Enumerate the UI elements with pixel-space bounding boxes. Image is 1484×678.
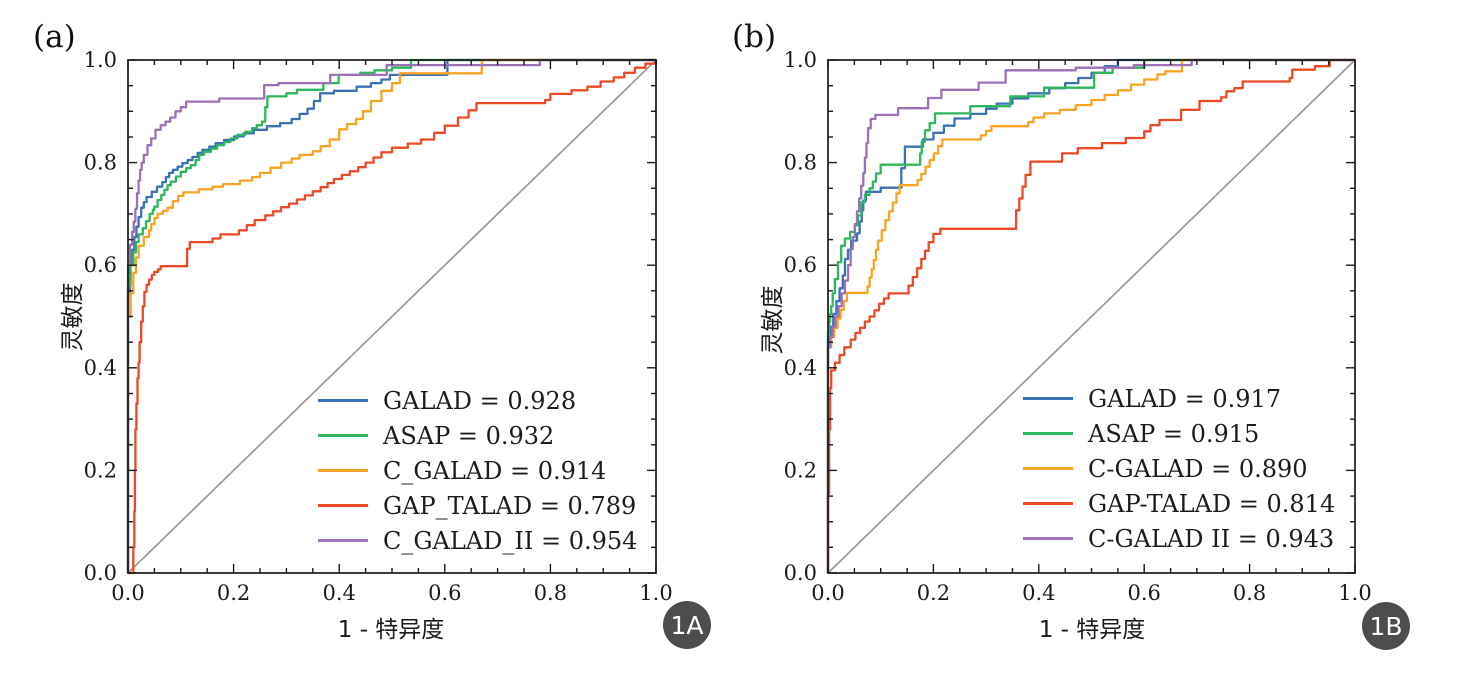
legend-label: GAP-TALAD = 0.814: [1088, 489, 1336, 518]
roc-curve-gap_talad: [128, 60, 658, 575]
legend-label: GALAD = 0.917: [1088, 384, 1282, 413]
diagonal-reference-line: [827, 59, 1356, 574]
panel-b-x-axis-label: 1 - 特异度: [1038, 617, 1146, 643]
figure-badge-1a: 1A: [663, 601, 711, 649]
legend-item: C_GALAD = 0.914: [318, 453, 637, 488]
roc-curve-c_galad: [126, 58, 656, 573]
legend-item: GAP_TALAD = 0.789: [318, 488, 637, 523]
x-tick-label: 0.2: [217, 581, 250, 605]
y-tick-label: 0.0: [84, 561, 117, 585]
panel-b-y-axis-label: 灵敏度: [760, 285, 786, 355]
x-tick-label: 0.0: [811, 581, 844, 605]
legend-line-swatch: [318, 469, 368, 472]
roc-curve-asap: [126, 58, 656, 573]
diagonal-reference-line: [127, 59, 657, 574]
legend-item: C-GALAD = 0.890: [1023, 451, 1335, 486]
legend-item: ASAP = 0.932: [318, 418, 637, 453]
legend-item: C-GALAD II = 0.943: [1023, 521, 1335, 556]
legend-item: GALAD = 0.928: [318, 383, 637, 418]
x-tick-label: 0.6: [1127, 581, 1160, 605]
y-tick-label: 0.4: [84, 356, 117, 380]
legend-item: GAP-TALAD = 0.814: [1023, 486, 1335, 521]
legend-label: ASAP = 0.915: [1088, 419, 1260, 448]
panel-a-x-axis-label: 1 - 特异度: [337, 617, 445, 643]
x-tick-label: 0.8: [534, 581, 567, 605]
panel-a-letter: (a): [33, 19, 76, 55]
roc-panel-a: 0.0 0.2 0.4 0.6 0.8 1.0 0.0 0.2 0.4 0.6 0.8 1.0: [84, 48, 673, 605]
x-tick-label: 0.8: [1233, 581, 1266, 605]
y-tick-label: 0.8: [84, 151, 117, 175]
legend-label: C-GALAD II = 0.943: [1088, 524, 1335, 553]
x-tick-label: 1.0: [639, 581, 672, 605]
legend-label: C_GALAD = 0.914: [383, 456, 607, 485]
x-tick-label: 0.4: [1022, 581, 1055, 605]
legend-line-swatch: [318, 434, 368, 437]
roc-curve-galad: [126, 58, 656, 573]
y-tick-label: 0.8: [784, 151, 817, 175]
legend-label: C_GALAD_II = 0.954: [383, 526, 638, 555]
legend-line-swatch: [1023, 397, 1073, 400]
panel-a-y-axis-label: 灵敏度: [60, 282, 86, 352]
x-tick-label: 0.6: [428, 581, 461, 605]
legend-item: ASAP = 0.915: [1023, 416, 1335, 451]
legend-line-swatch: [318, 539, 368, 542]
y-tick-label: 1.0: [84, 48, 117, 72]
legend-line-swatch: [1023, 502, 1073, 505]
y-tick-label: 0.2: [784, 458, 817, 482]
legend-panel-b: GALAD = 0.917 ASAP = 0.915 C-GALAD = 0.8…: [1023, 381, 1335, 556]
y-tick-label: 0.0: [784, 561, 817, 585]
y-tick-label: 1.0: [784, 48, 817, 72]
legend-line-swatch: [1023, 432, 1073, 435]
y-tick-label: 0.6: [84, 253, 117, 277]
roc-curve-gap-talad: [826, 58, 1355, 573]
legend-label: C-GALAD = 0.890: [1088, 454, 1308, 483]
roc-curve-c_galad_ii: [126, 58, 656, 573]
axis-ticks: [827, 59, 1356, 574]
legend-item: GALAD = 0.917: [1023, 381, 1335, 416]
x-tick-label: 0.4: [322, 581, 355, 605]
legend-label: ASAP = 0.932: [383, 421, 555, 450]
legend-label: GAP_TALAD = 0.789: [383, 491, 637, 520]
y-tick-label: 0.6: [784, 253, 817, 277]
legend-label: GALAD = 0.928: [383, 386, 577, 415]
roc-curve-c-galad-ii: [826, 58, 1355, 573]
legend-line-swatch: [318, 504, 368, 507]
x-tick-label: 0.0: [111, 581, 144, 605]
roc-curve-c-galad: [826, 58, 1355, 573]
y-tick-label: 0.4: [784, 356, 817, 380]
roc-curve-asap: [826, 58, 1355, 573]
roc-panel-b: 0.0 0.2 0.4 0.6 0.8 1.0 0.0 0.2 0.4 0.6 0.8 1.0: [784, 48, 1372, 605]
x-tick-label: 0.2: [917, 581, 950, 605]
legend-item: C_GALAD_II = 0.954: [318, 523, 637, 558]
panel-b-letter: (b): [732, 19, 777, 55]
legend-line-swatch: [1023, 467, 1073, 470]
figure-badge-1b: 1B: [1362, 602, 1410, 650]
legend-panel-a: GALAD = 0.928 ASAP = 0.932 C_GALAD = 0.9…: [318, 383, 637, 558]
y-tick-label: 0.2: [84, 458, 117, 482]
axis-ticks: [127, 59, 657, 574]
legend-line-swatch: [1023, 537, 1073, 540]
x-tick-label: 1.0: [1338, 581, 1371, 605]
legend-line-swatch: [318, 399, 368, 402]
